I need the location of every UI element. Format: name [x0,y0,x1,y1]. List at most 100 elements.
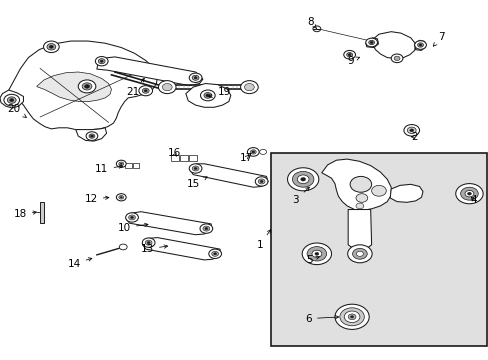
Circle shape [417,43,423,47]
Circle shape [144,90,147,92]
Polygon shape [171,155,179,161]
Circle shape [409,129,413,132]
Circle shape [368,40,374,45]
Circle shape [142,238,155,247]
Polygon shape [185,84,230,107]
Circle shape [292,171,313,187]
Circle shape [460,187,477,200]
Circle shape [251,151,254,153]
Polygon shape [347,210,371,250]
Polygon shape [161,83,173,91]
Circle shape [213,253,216,255]
Circle shape [300,177,305,181]
Text: 3: 3 [292,187,309,205]
Circle shape [352,248,366,259]
Circle shape [247,148,259,156]
Circle shape [259,149,266,154]
Polygon shape [371,32,415,58]
Text: 5: 5 [305,255,319,265]
Circle shape [393,56,399,60]
Circle shape [208,249,221,258]
Circle shape [418,44,421,46]
Circle shape [120,197,122,198]
Circle shape [200,224,212,233]
Circle shape [334,304,368,329]
Circle shape [130,216,133,219]
Circle shape [194,77,197,79]
Circle shape [211,251,218,256]
Circle shape [89,134,95,138]
Text: 15: 15 [187,177,206,189]
Circle shape [139,86,152,96]
Circle shape [314,252,318,255]
Polygon shape [389,184,422,202]
Circle shape [158,81,176,94]
Text: 11: 11 [95,164,122,174]
Polygon shape [180,155,187,161]
Circle shape [125,213,138,222]
Circle shape [4,94,20,106]
Circle shape [203,226,209,231]
Text: 8: 8 [306,17,316,28]
Text: 21: 21 [126,78,144,97]
Polygon shape [124,163,131,168]
Text: 6: 6 [305,314,338,324]
Text: 12: 12 [84,194,109,204]
Circle shape [86,132,98,140]
Circle shape [464,190,473,197]
Circle shape [355,194,367,202]
Text: 16: 16 [167,148,181,158]
Circle shape [302,243,331,265]
Circle shape [119,195,123,199]
Circle shape [194,167,197,170]
Circle shape [192,75,199,80]
Circle shape [90,135,93,137]
Circle shape [312,26,320,32]
FancyBboxPatch shape [271,153,486,346]
Circle shape [455,184,482,204]
Circle shape [403,125,419,136]
Circle shape [116,160,126,167]
Circle shape [355,203,363,209]
Circle shape [100,60,103,62]
Circle shape [350,316,353,318]
Circle shape [78,80,96,93]
Polygon shape [9,41,157,130]
Circle shape [205,94,209,97]
Circle shape [43,41,59,53]
Text: 9: 9 [346,56,359,66]
Circle shape [120,163,122,165]
Polygon shape [142,238,220,260]
Text: 7: 7 [432,32,444,46]
Circle shape [347,54,350,56]
Circle shape [467,192,470,195]
Polygon shape [97,57,203,86]
Circle shape [250,150,256,154]
Circle shape [116,194,126,201]
Circle shape [204,228,207,230]
Polygon shape [40,202,44,223]
Polygon shape [414,40,425,50]
Circle shape [84,85,89,88]
Circle shape [203,93,211,98]
Polygon shape [126,212,211,235]
Polygon shape [243,83,255,91]
Circle shape [343,50,355,59]
Polygon shape [0,90,23,108]
Circle shape [346,53,352,57]
Circle shape [371,185,386,196]
Circle shape [95,57,108,66]
Circle shape [189,73,202,82]
Circle shape [10,99,14,102]
Circle shape [297,175,308,184]
Circle shape [189,164,202,173]
Circle shape [369,41,372,44]
Polygon shape [189,164,267,187]
Text: 1: 1 [256,230,270,250]
Circle shape [119,244,127,250]
Polygon shape [188,155,196,161]
Text: 14: 14 [67,258,92,269]
Circle shape [162,84,172,91]
Circle shape [390,54,402,63]
Text: 18: 18 [14,209,37,219]
